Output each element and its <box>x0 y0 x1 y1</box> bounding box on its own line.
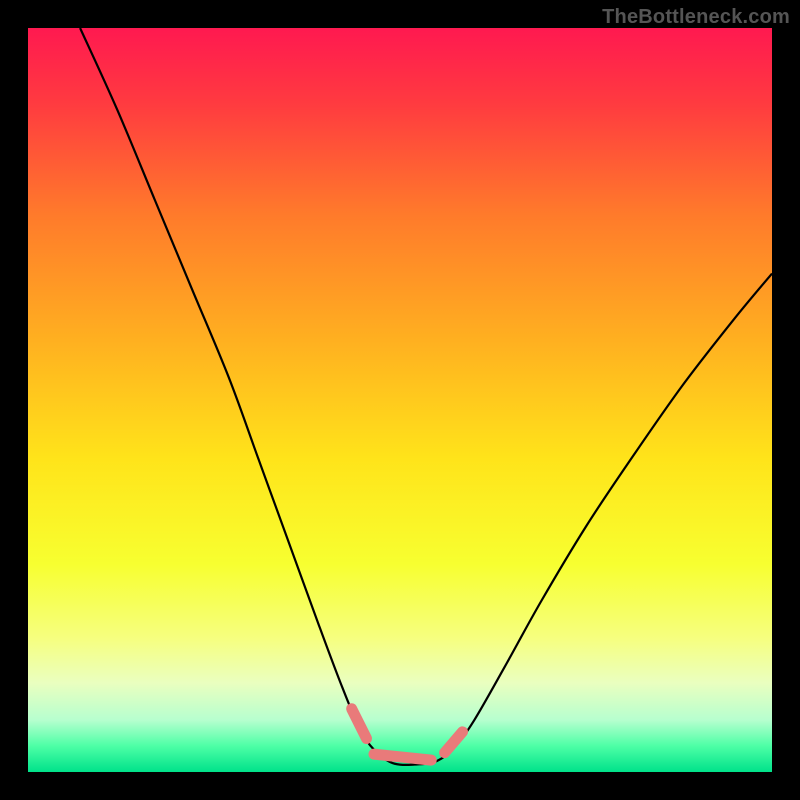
watermark-text: TheBottleneck.com <box>602 6 790 29</box>
bottleneck-curve-chart <box>0 0 800 800</box>
plot-background-gradient <box>28 28 772 772</box>
highlight-segment-2 <box>374 754 431 760</box>
chart-frame: TheBottleneck.com <box>0 0 800 800</box>
